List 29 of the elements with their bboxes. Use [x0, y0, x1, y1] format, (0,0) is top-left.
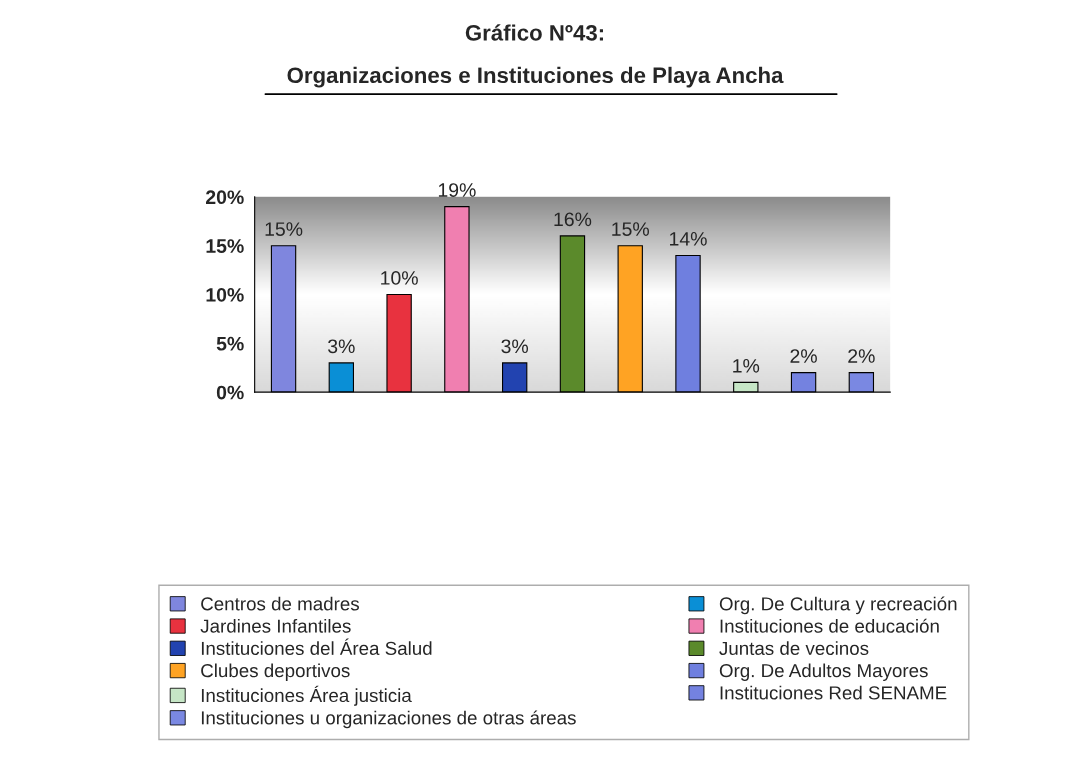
data-label: 14%: [670, 232, 707, 246]
data-label: 15%: [612, 222, 649, 236]
chart-title: Gráfico Nº43:: [465, 24, 603, 41]
data-label: 16%: [554, 212, 592, 227]
legend-label: Centros de madres: [201, 596, 359, 611]
legend-label: Instituciones de educación: [720, 618, 939, 633]
y-tick-label: 20%: [206, 190, 244, 205]
data-label: 2%: [790, 349, 817, 363]
legend-label: Org. De Cultura y recreación: [719, 596, 957, 615]
data-label: 1%: [733, 359, 760, 373]
legend-label: Instituciones Área justicia: [201, 685, 412, 706]
legend-label: Jardines Infantiles: [200, 618, 351, 633]
data-label: 10%: [381, 271, 418, 285]
legend-label: Instituciones Red SENAME: [720, 685, 947, 700]
y-tick-label: 10%: [206, 287, 244, 302]
y-tick-label: 5%: [216, 336, 244, 351]
legend-label: Clubes deportivos: [201, 663, 350, 681]
y-tick-label: 15%: [206, 239, 244, 253]
legend-label: Instituciones u organizaciones de otras áreas: [201, 710, 576, 729]
y-tick-label: 0%: [216, 385, 244, 400]
data-label: 3%: [501, 339, 529, 354]
legend-label: Org. De Adultos Mayores: [719, 663, 928, 681]
data-label: 15%: [265, 222, 303, 236]
data-label: 19%: [438, 183, 476, 197]
chart-subtitle: Organizaciones e Instituciones de Playa Ancha: [287, 66, 784, 88]
legend-label: Instituciones del Área Salud: [201, 638, 432, 656]
data-label: 3%: [328, 339, 355, 354]
legend-label: Juntas de vecinos: [719, 641, 869, 656]
data-label: 2%: [848, 349, 875, 363]
